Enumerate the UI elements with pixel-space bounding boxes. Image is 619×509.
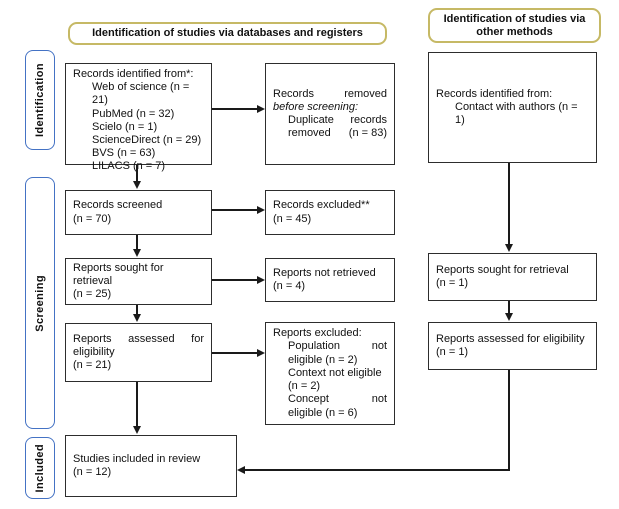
box-title-line-italic: before screening: bbox=[273, 100, 358, 113]
phase-identification-label: Identification bbox=[34, 62, 46, 138]
connector-otherassessed-to-included bbox=[244, 469, 510, 471]
box-line: Records screened bbox=[73, 199, 163, 212]
reason-line: Duplicate records bbox=[288, 114, 387, 127]
arrowhead-down-icon bbox=[505, 313, 513, 321]
arrow-screened-to-excluded bbox=[212, 209, 258, 211]
arrow-assessed-to-included bbox=[136, 382, 138, 427]
box-title: Records identified from*: bbox=[73, 68, 194, 80]
box-studies-included: Studies included in review (n = 12) bbox=[65, 435, 237, 497]
box-records-screened: Records screened (n = 70) bbox=[65, 190, 212, 235]
header-databases-registers-label: Identification of studies via databases … bbox=[92, 27, 363, 39]
arrowhead-right-icon bbox=[257, 349, 265, 357]
box-line: Reports assessed for eligibility bbox=[436, 332, 585, 345]
arrowhead-right-icon bbox=[257, 206, 265, 214]
reason-line: Concept not bbox=[288, 393, 387, 406]
source-item: BVS (n = 63) bbox=[92, 147, 156, 160]
arrow-sought-to-notretrieved bbox=[212, 279, 258, 281]
word: Duplicate bbox=[288, 114, 334, 126]
word: Concept bbox=[288, 393, 329, 406]
source-item: Contact with authors (n = 1) bbox=[455, 100, 578, 127]
reason-line: Population not bbox=[288, 340, 387, 353]
box-title: Records identified from: bbox=[436, 87, 553, 100]
arrowhead-right-icon bbox=[257, 105, 265, 113]
box-count: (n = 21) bbox=[73, 359, 112, 372]
arrowhead-down-icon bbox=[133, 249, 141, 257]
word: Population bbox=[288, 340, 340, 353]
reason-line: removed (n = 83) bbox=[288, 127, 387, 140]
word: Reports bbox=[73, 332, 112, 345]
phase-included-label: Included bbox=[34, 443, 46, 493]
box-title-line: Records removed bbox=[273, 88, 387, 101]
arrow-identified-to-removed bbox=[212, 108, 258, 110]
arrowhead-left-icon bbox=[237, 466, 245, 474]
word: removed bbox=[288, 127, 331, 140]
box-count: (n = 70) bbox=[73, 212, 112, 225]
box-count: (n = 1) bbox=[436, 346, 469, 358]
box-line: eligibility bbox=[73, 345, 115, 358]
box-reports-sought-other: Reports sought for retrieval (n = 1) bbox=[428, 253, 597, 301]
box-reports-assessed-other: Reports assessed for eligibility (n = 1) bbox=[428, 322, 597, 370]
box-count: (n = 12) bbox=[73, 466, 112, 478]
source-item: Scielo (n = 1) bbox=[92, 120, 158, 133]
arrow-assessed-to-excludedreasons bbox=[212, 352, 258, 354]
word: not bbox=[371, 393, 387, 406]
phase-screening: Screening bbox=[25, 177, 55, 429]
box-reports-excluded-reasons: Reports excluded: Population not eligibl… bbox=[265, 322, 395, 425]
phase-screening-label: Screening bbox=[34, 274, 46, 332]
word: assessed bbox=[128, 332, 175, 345]
box-records-excluded: Records excluded** (n = 45) bbox=[265, 190, 395, 235]
word: Records bbox=[273, 87, 314, 100]
reason-line: eligible (n = 2) bbox=[288, 353, 358, 366]
box-records-identified-databases: Records identified from*: Web of science… bbox=[65, 63, 212, 172]
box-records-removed-before-screening: Records removed before screening: Duplic… bbox=[265, 63, 395, 165]
reason-line: eligible (n = 6) bbox=[288, 406, 358, 419]
word: for bbox=[191, 332, 204, 345]
source-item: PubMed (n = 32) bbox=[92, 107, 175, 120]
phase-included: Included bbox=[25, 437, 55, 499]
arrow-screened-to-sought bbox=[136, 235, 138, 250]
word: removed bbox=[344, 87, 387, 100]
source-item: ScienceDirect (n = 29) bbox=[92, 134, 202, 147]
box-records-identified-other: Records identified from: Contact with au… bbox=[428, 52, 597, 163]
arrowhead-down-icon bbox=[133, 426, 141, 434]
arrow-othersought-to-assessed bbox=[508, 301, 510, 314]
word: records bbox=[350, 114, 387, 126]
source-item: Web of science (n = 21) bbox=[92, 81, 190, 107]
box-reports-sought-databases: Reports sought for retrieval (n = 25) bbox=[65, 258, 212, 305]
box-reports-assessed-databases: Reports assessed for eligibility (n = 21… bbox=[65, 323, 212, 382]
header-other-methods-label: Identification of studies via other meth… bbox=[443, 12, 586, 38]
phase-identification: Identification bbox=[25, 50, 55, 150]
arrow-identified-to-screened bbox=[136, 165, 138, 182]
source-item: LILACS (n = 7) bbox=[92, 160, 166, 173]
box-count: (n = 4) bbox=[273, 280, 306, 292]
box-line: Reports sought for retrieval bbox=[73, 261, 164, 287]
word: (n = 83) bbox=[348, 127, 387, 140]
arrowhead-down-icon bbox=[505, 244, 513, 252]
box-line: Studies included in review bbox=[73, 452, 201, 465]
box-line: Reports not retrieved bbox=[273, 266, 376, 279]
box-title: Reports excluded: bbox=[273, 327, 362, 340]
box-count: (n = 45) bbox=[273, 212, 312, 225]
box-line: Records excluded** bbox=[273, 199, 370, 212]
box-reports-not-retrieved: Reports not retrieved (n = 4) bbox=[265, 258, 395, 302]
word: not bbox=[371, 340, 387, 353]
box-count: (n = 1) bbox=[436, 277, 469, 289]
box-line: Reports sought for retrieval bbox=[436, 263, 569, 276]
box-title-line: Reports assessed for bbox=[73, 333, 204, 346]
connector-otherassessed-down bbox=[508, 370, 510, 471]
box-count: (n = 25) bbox=[73, 288, 112, 301]
arrowhead-right-icon bbox=[257, 276, 265, 284]
reason-line: Context not eligible bbox=[288, 366, 382, 379]
reason-line: (n = 2) bbox=[288, 380, 321, 393]
arrowhead-down-icon bbox=[133, 314, 141, 322]
arrow-sought-to-assessed bbox=[136, 305, 138, 315]
header-other-methods: Identification of studies via other meth… bbox=[428, 8, 601, 43]
arrow-otheridentified-to-sought bbox=[508, 163, 510, 245]
header-databases-registers: Identification of studies via databases … bbox=[68, 22, 387, 45]
arrowhead-down-icon bbox=[133, 181, 141, 189]
